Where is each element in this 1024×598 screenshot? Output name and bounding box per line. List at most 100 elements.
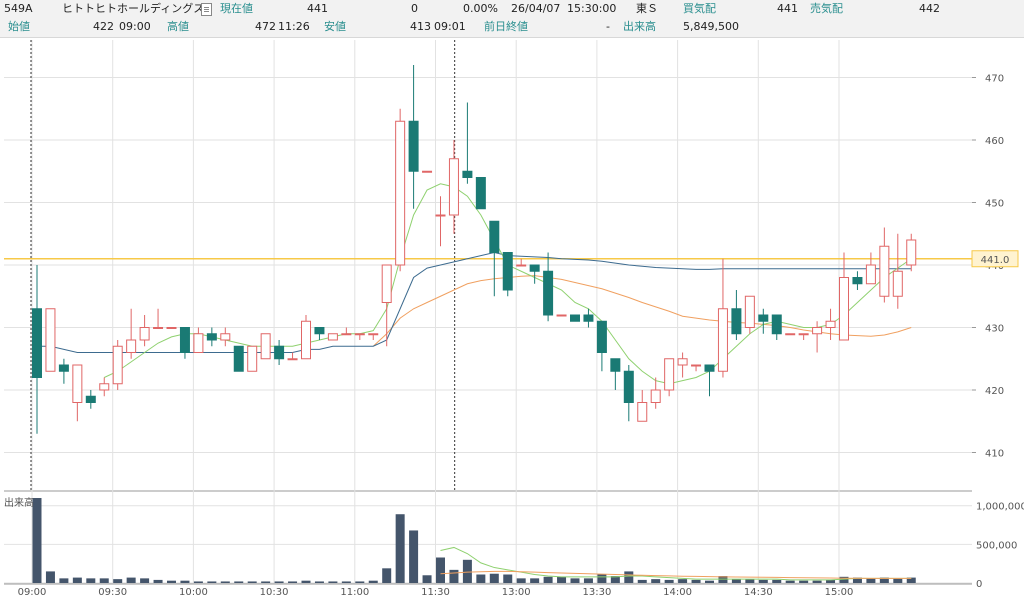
ask-label: 売気配 [810,2,843,15]
candle-up [448,158,459,216]
axis-labels: 41042043044045046047009:0009:3010:0010:3… [18,74,1024,598]
candle-down [314,327,325,335]
price-tick-label: 450 [985,199,1004,210]
high-time: 11:26 [278,20,310,33]
volume-bar [288,581,298,583]
candle-down [543,270,554,316]
candle-down [274,345,285,360]
candle-up [247,345,258,372]
volume-bar [893,578,903,583]
candle-up [341,333,352,336]
candle-up [260,333,271,360]
candle-up [435,214,446,217]
price-tick-label: 420 [985,386,1004,397]
volume-bar [799,580,809,583]
candle-down [462,170,473,178]
price-tick-label: 470 [985,74,1004,85]
candle-down [489,220,500,253]
candle-up [381,264,392,303]
open-price: 422 [93,20,114,33]
time-tick-label: 10:00 [179,587,208,598]
candle-down [583,314,594,322]
candle-down [596,320,607,353]
candle-down [570,314,580,322]
volume-bar [476,574,486,583]
candle-up [839,277,849,341]
quote-row-2: 始値 422 09:00 高値 472 11:26 安値 413 09:01 前… [0,18,1024,36]
time-tick-label: 09:30 [98,587,127,598]
current-price: 441 [307,2,328,15]
time-tick-label: 14:30 [744,587,773,598]
candle-down [704,364,715,372]
volume-bar [839,576,849,583]
volume-bar [86,578,96,583]
volume-bar [826,579,836,583]
volume-bar [72,577,82,583]
volume-bar [220,581,230,583]
volume-bar [32,498,42,583]
volume-bar [99,578,109,583]
candle-up [691,364,702,367]
candle-up [812,327,823,335]
candle-down [852,277,863,285]
candle-up [717,308,728,372]
volume-bar [59,578,69,583]
time-tick-label: 09:00 [18,587,47,598]
candle-down [771,314,782,335]
volume-bar [610,576,620,583]
candle-down [529,264,540,272]
candle-up [637,402,648,422]
volume-bar [530,578,540,583]
volume-bar [503,574,513,583]
volume-bar [449,569,459,583]
candle-up [354,333,365,336]
candle-down [85,395,96,403]
candle-up [193,333,204,353]
candle-up [892,270,903,297]
price-tick-label: 430 [985,324,1004,335]
volume-bar [516,578,526,583]
bid-label: 買気配 [683,2,716,15]
volume-tick-label: 1,000,000 [976,502,1024,513]
candle-up [785,333,796,336]
volume-bar [180,580,190,583]
quote-header: 549A ヒトトヒトホールディングス 現在値 441 0 0.00% 26/04… [0,0,1024,38]
candle-up [220,333,231,341]
volume-bar [193,581,203,583]
volume-bar [597,574,607,583]
low-label: 安値 [324,20,346,33]
price-change: 0 [411,2,418,15]
volume-bars [32,498,916,583]
volume-bar [368,580,378,583]
current-price-tag [971,250,1019,268]
candle-up [825,320,836,328]
candle-down [233,345,244,372]
volume-label: 出来高 [623,20,656,33]
volume-bar [489,573,499,583]
document-icon[interactable] [201,3,212,16]
volume-bar [570,578,580,583]
candle-up [45,308,56,372]
time-tick-label: 13:30 [582,587,611,598]
candle-down [731,308,742,335]
volume-bar [637,579,647,583]
quote-row-1: 549A ヒトトヒトホールディングス 現在値 441 0 0.00% 26/04… [0,0,1024,18]
volume-bar [234,581,244,583]
open-time: 09:00 [119,20,151,33]
price-overlay-lines [4,183,972,385]
total-volume: 5,849,500 [683,20,739,33]
time-tick-label: 14:00 [663,587,692,598]
volume-bar [852,577,862,583]
candle-up [368,333,379,336]
prev-close-label: 前日終値 [484,20,528,33]
price-label: 現在値 [220,2,253,15]
candle-up [139,327,150,341]
volume-bar [153,579,163,583]
candle-down [408,120,419,172]
candle-up [422,170,433,173]
volume-bar [705,580,714,583]
volume-bar [395,514,405,583]
volume-bar [543,576,553,583]
volume-bar [731,579,741,583]
